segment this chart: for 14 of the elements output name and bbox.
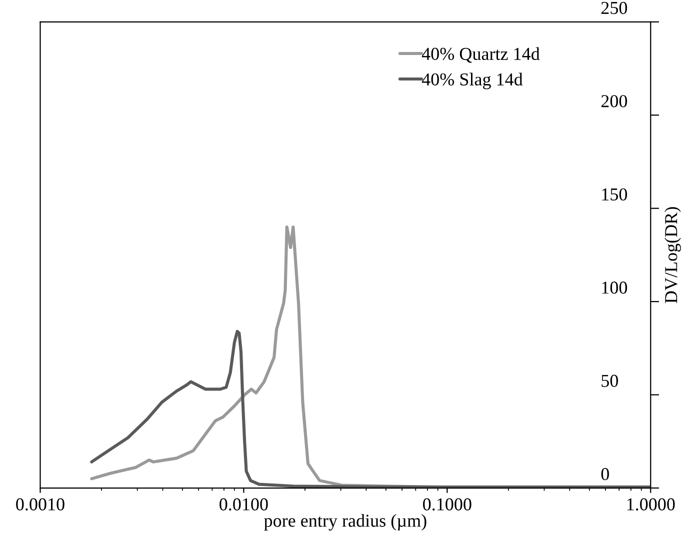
y-tick-label: 100 <box>602 282 628 294</box>
legend-label: 40% Slag 14d <box>422 72 523 90</box>
y-tick-label: 250 <box>601 2 628 14</box>
x-tick-label: 0.1000 <box>423 498 472 511</box>
y-axis-title: DV/Log(DR) <box>664 207 681 304</box>
y-tick-label: 0 <box>601 468 609 480</box>
x-axis-title: pore entry radius (µm) <box>264 514 426 531</box>
x-tick-label: 1.0000 <box>627 498 675 511</box>
x-tick-label: 0.0100 <box>220 498 268 511</box>
y-tick-label: 200 <box>601 95 628 108</box>
y-tick-label: 150 <box>602 188 628 201</box>
x-tick-label: 0.0010 <box>16 498 64 511</box>
legend-label: 40% Quartz 14d <box>422 47 540 63</box>
y-tick-label: 50 <box>602 374 618 387</box>
